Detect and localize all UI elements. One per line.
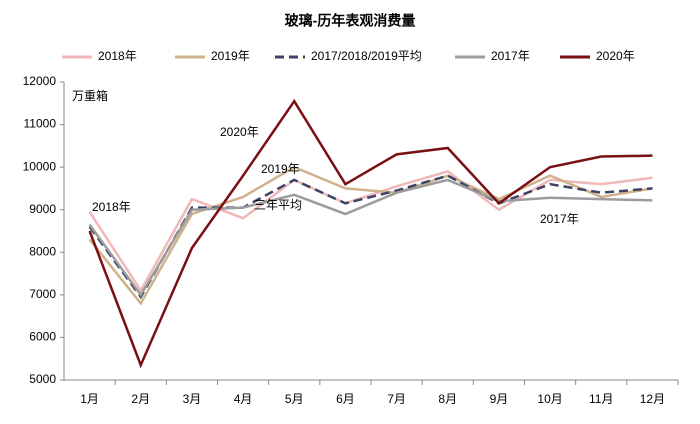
x-tick-label: 4月 <box>234 392 253 406</box>
y-tick-label: 8000 <box>29 244 56 258</box>
legend-label: 2017年 <box>491 49 530 63</box>
series-line <box>88 98 653 369</box>
annotation: 2019年 <box>261 162 300 176</box>
y-tick-label: 12000 <box>23 74 57 88</box>
y-tick-label: 10000 <box>23 159 57 173</box>
x-tick-label: 12月 <box>640 392 665 406</box>
series-line <box>88 170 653 294</box>
y-axis-label: 万重箱 <box>72 88 108 103</box>
chart-title: 玻璃-历年表观消费量 <box>285 13 416 29</box>
y-tick-label: 11000 <box>24 117 57 131</box>
annotation: 2017年 <box>540 212 579 226</box>
annotation: 2018年 <box>92 200 131 214</box>
series-line <box>88 165 653 306</box>
x-tick-label: 9月 <box>490 392 509 406</box>
series-line <box>88 178 653 298</box>
legend-label: 2017/2018/2019平均 <box>311 49 422 63</box>
x-tick-label: 8月 <box>438 392 457 406</box>
legend-label: 2019年 <box>211 49 250 63</box>
annotation: 三年平均 <box>254 198 302 212</box>
x-tick-label: 10月 <box>537 392 562 406</box>
x-tick-label: 11月 <box>589 392 613 406</box>
x-tick-label: 1月 <box>80 392 99 406</box>
y-tick-label: 9000 <box>29 202 56 216</box>
y-tick-label: 5000 <box>29 372 56 386</box>
x-tick-label: 7月 <box>387 392 406 406</box>
legend-label: 2020年 <box>596 49 635 63</box>
x-tick-label: 5月 <box>285 392 304 406</box>
x-tick-label: 2月 <box>131 392 150 406</box>
y-tick-label: 6000 <box>29 330 56 344</box>
legend-label: 2018年 <box>98 49 137 63</box>
x-tick-label: 6月 <box>336 392 355 406</box>
annotation: 2020年 <box>220 125 259 139</box>
x-tick-label: 3月 <box>183 392 202 406</box>
y-tick-label: 7000 <box>29 287 56 301</box>
